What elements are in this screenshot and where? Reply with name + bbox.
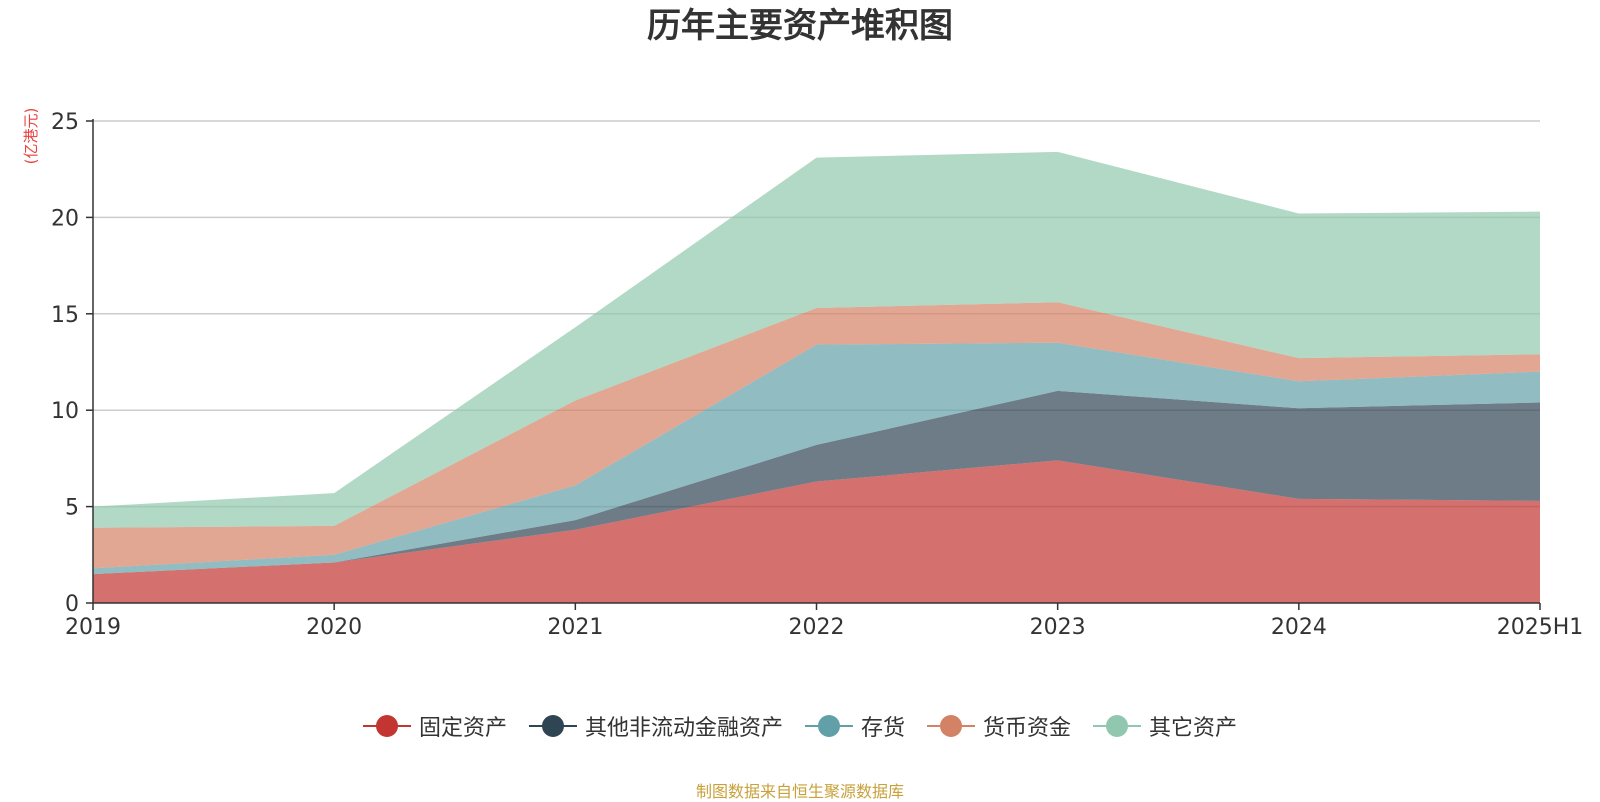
y-tick-label: 20 bbox=[51, 206, 79, 231]
legend-label: 存货 bbox=[860, 716, 905, 741]
legend-label: 货币资金 bbox=[983, 716, 1072, 741]
x-tick-label: 2023 bbox=[1030, 615, 1086, 640]
x-tick-label: 2022 bbox=[789, 615, 845, 640]
source-note: 制图数据来自恒生聚源数据库 bbox=[695, 782, 904, 801]
area-series-5[interactable] bbox=[93, 151, 1540, 528]
legend-marker-icon bbox=[362, 714, 411, 738]
legend-marker-icon bbox=[1093, 714, 1142, 738]
area-series-3[interactable] bbox=[93, 342, 1540, 575]
legend-marker-icon bbox=[528, 714, 577, 738]
y-axis-unit-label: (亿港元) bbox=[22, 108, 40, 165]
area-series-4[interactable] bbox=[93, 302, 1540, 569]
legend-marker-icon bbox=[927, 714, 975, 738]
area-series-1[interactable] bbox=[93, 460, 1540, 603]
y-tick-label: 10 bbox=[51, 399, 79, 424]
legend: 固定资产 其他非流动金融资产 存货 货币资金 其它资产 bbox=[0, 710, 1600, 742]
y-tick-label: 25 bbox=[51, 110, 79, 135]
y-tick-label: 15 bbox=[51, 303, 79, 328]
x-tick-label: 2020 bbox=[306, 615, 362, 640]
x-tick-label: 2024 bbox=[1271, 615, 1327, 640]
x-tick-label: 2025H1 bbox=[1497, 615, 1584, 640]
legend-item-2[interactable]: 其他非流动金融资产 bbox=[528, 710, 783, 742]
x-tick-label: 2021 bbox=[547, 615, 603, 640]
legend-label: 固定资产 bbox=[418, 716, 507, 741]
legend-label: 其它资产 bbox=[1149, 716, 1238, 741]
area-chart: 0 5 10 15 20 25 2019 2020 2021 2022 2023 2024 2025H1… bbox=[22, 108, 1583, 640]
legend-item-3[interactable]: 存货 bbox=[804, 710, 905, 742]
y-tick-label: 0 bbox=[65, 592, 79, 617]
x-tick-label: 2019 bbox=[65, 615, 121, 640]
chart-title: 历年主要资产堆积图 bbox=[647, 6, 953, 46]
area-series-2[interactable] bbox=[93, 390, 1540, 575]
legend-item-5[interactable]: 其它资产 bbox=[1093, 710, 1237, 742]
legend-item-1[interactable]: 固定资产 bbox=[362, 710, 507, 742]
legend-label: 其他非流动金融资产 bbox=[584, 716, 783, 741]
area-series bbox=[93, 151, 1540, 603]
y-tick-label: 5 bbox=[65, 496, 79, 521]
legend-marker-icon bbox=[804, 714, 853, 738]
legend-item-4[interactable]: 货币资金 bbox=[927, 710, 1071, 742]
axes: 0 5 10 15 20 25 2019 2020 2021 2022 2023 2024 2025H1 bbox=[51, 110, 1583, 640]
